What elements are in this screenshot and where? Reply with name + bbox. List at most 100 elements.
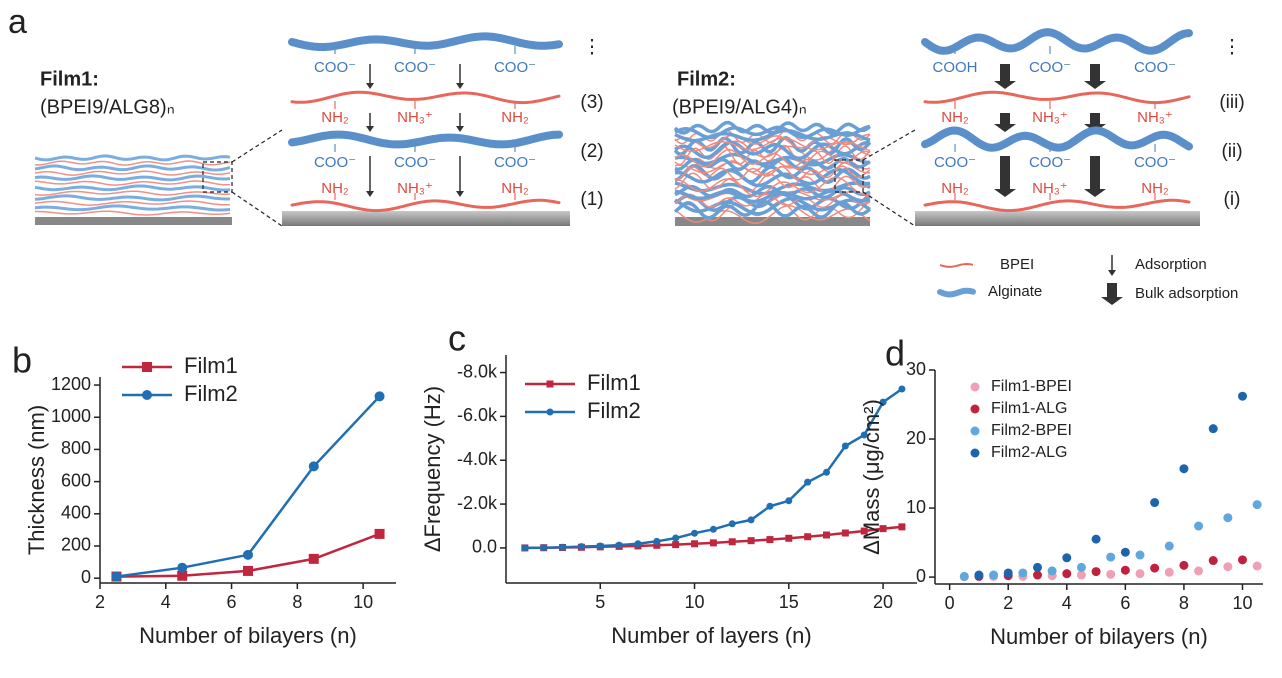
marker (653, 541, 661, 549)
point (989, 570, 999, 580)
marker (308, 461, 319, 472)
bpei-chain (674, 165, 871, 181)
adsorption-arrow-head (456, 191, 464, 197)
point (1194, 521, 1204, 531)
legend-marker (142, 362, 152, 372)
legend-label: BPEI (1000, 256, 1034, 273)
group-label: COO⁻ (1134, 154, 1176, 171)
point (1252, 561, 1262, 571)
marker (860, 527, 868, 535)
film-name: Film2: (677, 68, 736, 90)
step-label: (i) (1224, 189, 1241, 210)
y-tick-label: -4.0k (457, 449, 498, 469)
alginate-chain (34, 154, 231, 162)
legend-marker (142, 390, 152, 400)
point (1223, 562, 1233, 572)
legend-label: Film1-BPEI (991, 378, 1072, 395)
bpei-chain (35, 210, 231, 216)
marker (785, 534, 793, 542)
marker (615, 541, 623, 549)
x-tick-label: 2 (1003, 593, 1013, 613)
zoom-line (231, 129, 283, 163)
x-tick-label: 6 (1120, 593, 1130, 613)
bpei-chain (290, 198, 561, 213)
marker (747, 537, 755, 545)
legend-label: Film2 (184, 381, 238, 406)
group-label: COOH (933, 59, 978, 76)
zoom-line (862, 129, 916, 161)
point (1150, 563, 1160, 573)
group-label: COO⁻ (314, 59, 356, 76)
y-tick-label: -2.0k (457, 493, 498, 513)
x-tick-label: 5 (595, 592, 605, 612)
zoom-line (231, 191, 283, 227)
marker (672, 541, 680, 549)
point (1208, 424, 1218, 434)
marker (653, 537, 661, 545)
marker (177, 570, 188, 581)
step-label: (2) (580, 141, 603, 162)
substrate (282, 211, 570, 226)
bpei-chain (674, 133, 871, 149)
bpei-chain (674, 137, 871, 153)
zoom-line (862, 191, 916, 227)
marker (785, 497, 793, 505)
legend-label: Adsorption (1135, 256, 1207, 273)
bpei-chain (34, 170, 231, 176)
alginate-chain (921, 28, 1193, 55)
marker (823, 531, 831, 539)
legend-bpei (939, 262, 974, 268)
panel-label: a (8, 3, 27, 41)
marker (374, 391, 385, 402)
group-label: COO⁻ (494, 154, 536, 171)
y-axis-label: ΔFrequency (Hz) (420, 386, 445, 552)
y-tick-label: -8.0k (457, 361, 498, 381)
series-line (524, 387, 903, 550)
marker (841, 529, 849, 537)
point (1252, 500, 1262, 510)
group-label: NH₂ (941, 180, 969, 197)
y-tick-label: -6.0k (457, 405, 498, 425)
step-label: ⋮ (1223, 37, 1242, 58)
bulk-adsorption-arrow (1101, 283, 1123, 305)
group-label: NH₃⁺ (397, 109, 433, 126)
point (1238, 391, 1247, 401)
y-axis-label: ΔMass (μg/cm²) (859, 399, 884, 555)
point (1238, 555, 1247, 565)
x-tick-label: 10 (685, 592, 705, 612)
bpei-chain (674, 148, 871, 170)
marker (111, 571, 122, 582)
point (1062, 569, 1072, 579)
point (1208, 556, 1218, 566)
bpei-chain (923, 198, 1191, 213)
alginate-chain (673, 199, 872, 220)
marker (308, 553, 319, 564)
legend-marker (970, 382, 980, 392)
legend-marker (970, 448, 980, 458)
legend-label: Film2-BPEI (991, 422, 1072, 439)
y-tick-label: 20 (906, 428, 926, 448)
panel-label: c (448, 318, 466, 359)
film-formula: (BPEI9/ALG8)ₙ (40, 96, 175, 118)
group-label: COO⁻ (934, 154, 976, 171)
bpei-chain (290, 90, 561, 105)
x-tick-label: 2 (95, 592, 105, 612)
group-label: COO⁻ (1134, 59, 1176, 76)
group-label: NH₃⁺ (1032, 109, 1068, 126)
legend-label: Film1-ALG (991, 400, 1067, 417)
x-tick-label: 8 (1179, 593, 1189, 613)
adsorption-arrow-head (366, 126, 374, 132)
point (1164, 567, 1174, 577)
marker (374, 528, 385, 539)
marker (243, 565, 253, 576)
legend-marker (546, 380, 554, 388)
zoom-box (202, 161, 233, 193)
point (1003, 568, 1013, 578)
y-tick-label: 0 (916, 566, 926, 586)
point (959, 571, 969, 581)
point (1062, 553, 1072, 563)
marker (841, 442, 849, 450)
film-formula: (BPEI9/ALG4)ₙ (672, 96, 807, 118)
point (1194, 566, 1204, 576)
